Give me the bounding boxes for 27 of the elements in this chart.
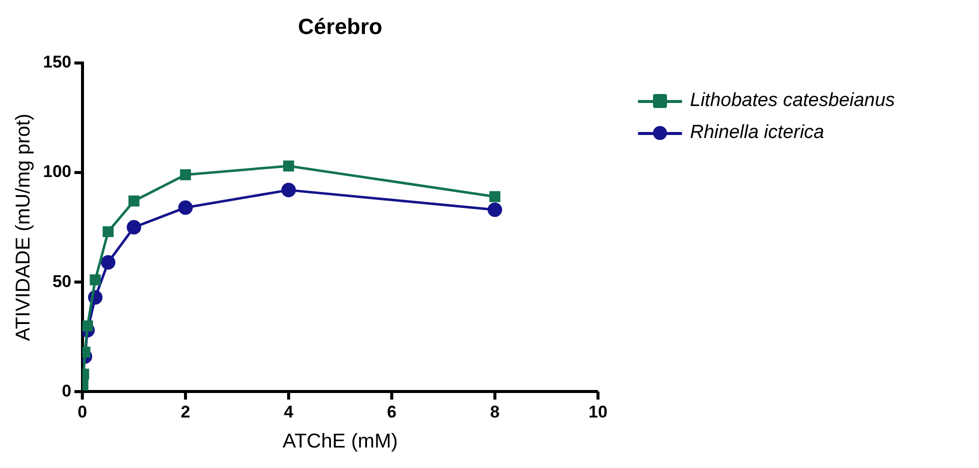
point <box>489 191 500 202</box>
chart-title: Cérebro <box>298 14 382 40</box>
point <box>281 182 296 198</box>
point <box>283 160 294 172</box>
point <box>100 255 116 270</box>
point <box>128 196 140 207</box>
point <box>178 200 193 215</box>
point <box>126 220 142 235</box>
x-tick-label: 4 <box>284 402 294 422</box>
point <box>488 202 502 218</box>
legend-label: Lithobates catesbeianus <box>690 90 895 112</box>
y-tick-label: 100 <box>42 162 72 182</box>
x-tick-label: 8 <box>490 402 500 422</box>
point <box>82 320 94 332</box>
point <box>180 169 191 180</box>
x-tick-label: 10 <box>588 402 608 422</box>
y-axis-title: ATIVIDADE (mU/mg prot) <box>12 114 35 342</box>
point <box>102 226 114 238</box>
x-tick-label: 6 <box>387 402 396 422</box>
y-tick-label: 50 <box>52 272 72 291</box>
x-tick-label: 2 <box>180 402 190 422</box>
x-axis-title: ATChE (mM) <box>282 430 398 453</box>
legend-label: Rhinella icterica <box>690 122 824 144</box>
y-tick-label: 150 <box>42 52 72 72</box>
y-tick-label: 0 <box>62 381 72 400</box>
point <box>90 274 101 286</box>
x-tick-label: 0 <box>78 402 88 422</box>
